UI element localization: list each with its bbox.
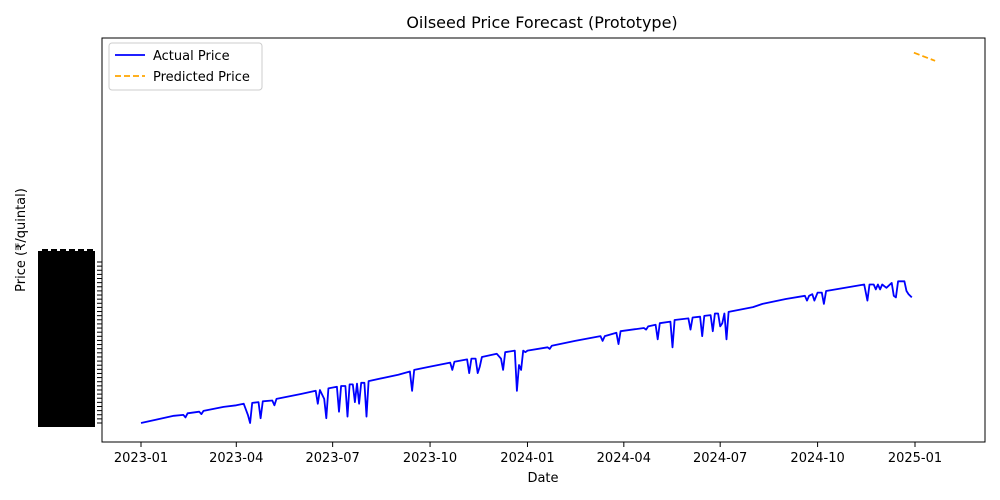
series-line-actual <box>140 280 913 424</box>
x-tick-label: 2024-04 <box>597 451 651 466</box>
legend-entry-actual: Actual Price <box>153 49 230 64</box>
legend-box <box>108 42 263 91</box>
legend-entry-predicted: Predicted Price <box>153 70 250 85</box>
x-tick-label: 2024-01 <box>500 451 554 466</box>
y-tick-labels-overlap <box>38 251 95 427</box>
legend: Actual Price Predicted Price <box>108 42 263 91</box>
y-tick-label-cap <box>51 249 57 255</box>
x-tick-label: 2025-01 <box>888 451 942 466</box>
x-axis: 2023-01 2023-04 2023-07 2023-10 2024-01 2024-… <box>114 442 942 466</box>
y-tick-label-cap <box>60 249 66 255</box>
y-tick-label-cap <box>42 249 48 255</box>
y-tick-label-cap <box>87 249 93 255</box>
y-tick-label-cap <box>69 249 75 255</box>
y-tick-label-cap <box>78 249 84 255</box>
series-line-predicted <box>913 51 936 62</box>
series-group <box>140 51 936 424</box>
x-tick-label: 2024-07 <box>693 451 747 466</box>
x-tick-label: 2023-01 <box>114 451 168 466</box>
y-axis <box>38 249 102 427</box>
chart-title: Oilseed Price Forecast (Prototype) <box>406 13 677 32</box>
x-tick-label: 2023-10 <box>403 451 457 466</box>
plot-area <box>101 37 986 443</box>
x-axis-label: Date <box>527 471 558 486</box>
y-axis-label: Price (₹/quintal) <box>14 188 29 292</box>
x-tick-label: 2023-04 <box>209 451 263 466</box>
x-tick-label: 2024-10 <box>790 451 844 466</box>
x-tick-label: 2023-07 <box>305 451 359 466</box>
